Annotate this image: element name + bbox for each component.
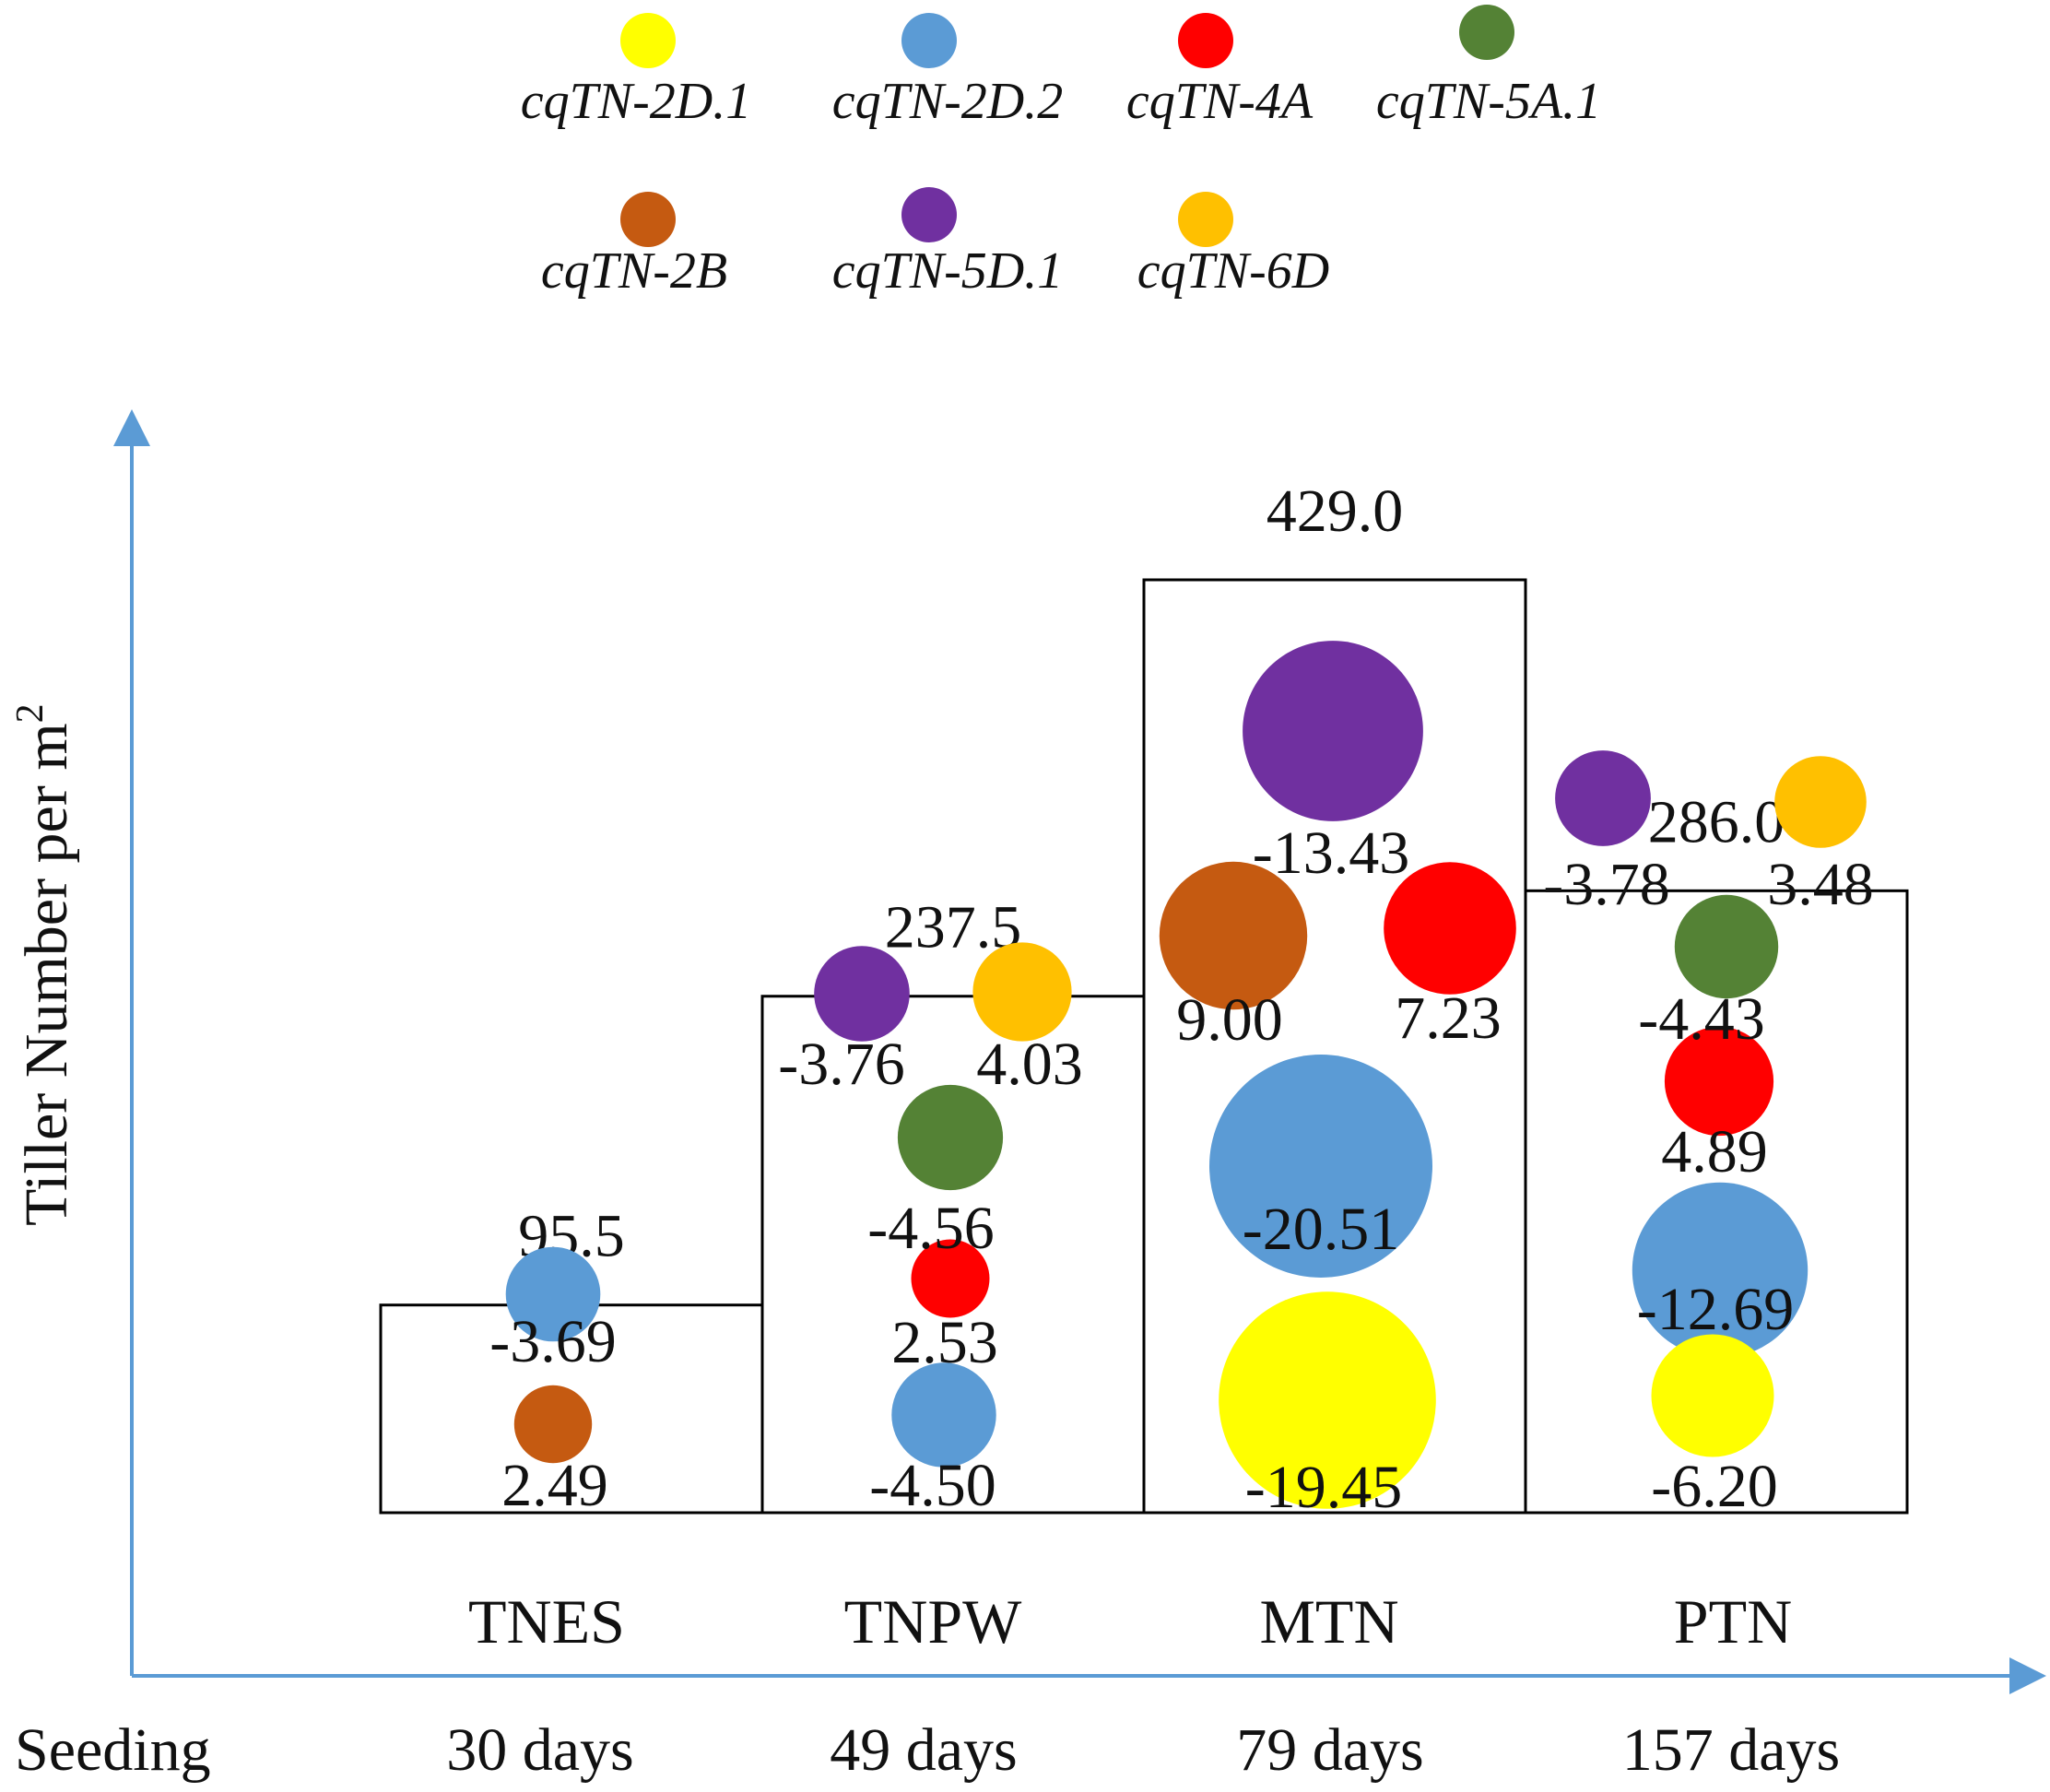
category-mtn: 429.0 -13.43 9.00 7.23 -20.51 -19.45 MTN 79 day… <box>1142 477 1527 1784</box>
legend-swatch <box>901 13 957 68</box>
legend-label: cqTN-5A.1 <box>1376 73 1601 130</box>
effect-label: -4.43 <box>1638 985 1764 1053</box>
legend-item-cqtn-2d-1: cqTN-2D.1 <box>521 13 751 130</box>
axes <box>113 409 2046 1694</box>
legend-label: cqTN-6D <box>1137 242 1329 300</box>
category-label: TNPW <box>844 1586 1022 1656</box>
effect-label: -4.56 <box>867 1195 994 1262</box>
days-label: 157 days <box>1622 1716 1840 1784</box>
bubble-cqtn-6d <box>1774 756 1867 848</box>
bubble-cqtn-5a-1 <box>1674 894 1779 999</box>
legend-item-cqtn-6d: cqTN-6D <box>1137 192 1329 300</box>
category-label: MTN <box>1259 1586 1398 1656</box>
effect-label: 3.48 <box>1767 851 1874 918</box>
legend-item-cqtn-5a-1: cqTN-5A.1 <box>1376 5 1601 130</box>
legend-label: cqTN-4A <box>1126 73 1314 130</box>
effect-label: 9.00 <box>1176 986 1283 1054</box>
legend-swatch <box>620 192 676 247</box>
category-label: TNES <box>468 1586 625 1656</box>
y-axis-title-text: Tiller Number per m <box>13 723 80 1226</box>
bubble-cqtn-2d-2 <box>1209 1055 1432 1278</box>
bubble-cqtn-2d-2 <box>1632 1182 1808 1359</box>
legend-swatch <box>620 13 676 68</box>
effect-label: -12.69 <box>1637 1276 1794 1343</box>
bubble-cqtn-4a <box>1664 1026 1774 1137</box>
seeding-label: Seeding <box>15 1716 211 1784</box>
effect-label: 4.03 <box>976 1031 1083 1098</box>
legend-item-cqtn-2b: cqTN-2B <box>541 192 727 300</box>
bubble-cqtn-2d-1 <box>1651 1334 1774 1457</box>
days-label: 79 days <box>1236 1716 1423 1784</box>
bubble-cqtn-4a <box>1384 862 1516 995</box>
category-ptn: 286.0-3.78 3.48-4.43 4.89 -12.69 -6.20 PTN 157… <box>1524 750 1909 1784</box>
effect-label: -20.51 <box>1243 1196 1399 1263</box>
y-axis-title: Tiller Number per m2 <box>9 703 80 1226</box>
bar-total-label: 429.0 <box>1267 477 1404 545</box>
bubble-cqtn-2d-1 <box>1219 1291 1436 1509</box>
effect-label: -3.69 <box>489 1308 616 1375</box>
legend-swatch <box>1459 5 1514 60</box>
bubble-cqtn-5d-1 <box>1555 750 1651 846</box>
bubble-cqtn-5d-1 <box>1243 641 1423 821</box>
effect-label: -19.45 <box>1245 1454 1402 1521</box>
legend-swatch <box>1178 13 1233 68</box>
legend-item-cqtn-2d-2: cqTN-2D.2 <box>832 13 1063 130</box>
effect-label: -3.76 <box>778 1031 904 1098</box>
effect-label: 2.49 <box>501 1452 608 1519</box>
legend: cqTN-2D.1 cqTN-2D.2 cqTN-4A cqTN-5A.1 cqTN-2… <box>521 5 1601 300</box>
bubble-cqtn-4a <box>911 1239 990 1318</box>
bubble-cqtn-5a-1 <box>897 1084 1004 1191</box>
bubble-cqtn-5d-1 <box>814 946 910 1042</box>
bubble-cqtn-2d-2 <box>891 1362 996 1468</box>
bubble-cqtn-2b <box>513 1385 593 1464</box>
legend-swatch <box>1178 192 1233 247</box>
legend-label: cqTN-2D.1 <box>521 73 751 130</box>
effect-label: -6.20 <box>1651 1453 1777 1520</box>
bubble-cqtn-2b <box>1159 861 1308 1010</box>
legend-item-cqtn-4a: cqTN-4A <box>1126 13 1314 130</box>
y-axis-title-superscript: 2 <box>9 703 52 723</box>
bubble-cqtn-2d-2 <box>505 1246 601 1342</box>
effect-label: 2.53 <box>891 1309 998 1376</box>
category-label: PTN <box>1674 1586 1792 1656</box>
legend-label: cqTN-5D.1 <box>832 242 1063 300</box>
effect-label: 7.23 <box>1395 984 1502 1052</box>
bar-total-label: 286.0 <box>1648 788 1785 855</box>
effect-label: 4.89 <box>1661 1118 1768 1185</box>
bar-ptn <box>1524 889 1909 1515</box>
days-label: 30 days <box>446 1716 633 1784</box>
legend-label: cqTN-2B <box>541 242 727 300</box>
effect-label: -3.78 <box>1543 851 1669 918</box>
legend-label: cqTN-2D.2 <box>832 73 1063 130</box>
effect-label: -4.50 <box>869 1452 996 1519</box>
effect-label: -13.43 <box>1253 819 1409 887</box>
bubble-cqtn-6d <box>972 942 1072 1042</box>
days-label: 49 days <box>830 1716 1017 1784</box>
legend-item-cqtn-5d-1: cqTN-5D.1 <box>832 187 1063 300</box>
legend-swatch <box>901 187 957 242</box>
